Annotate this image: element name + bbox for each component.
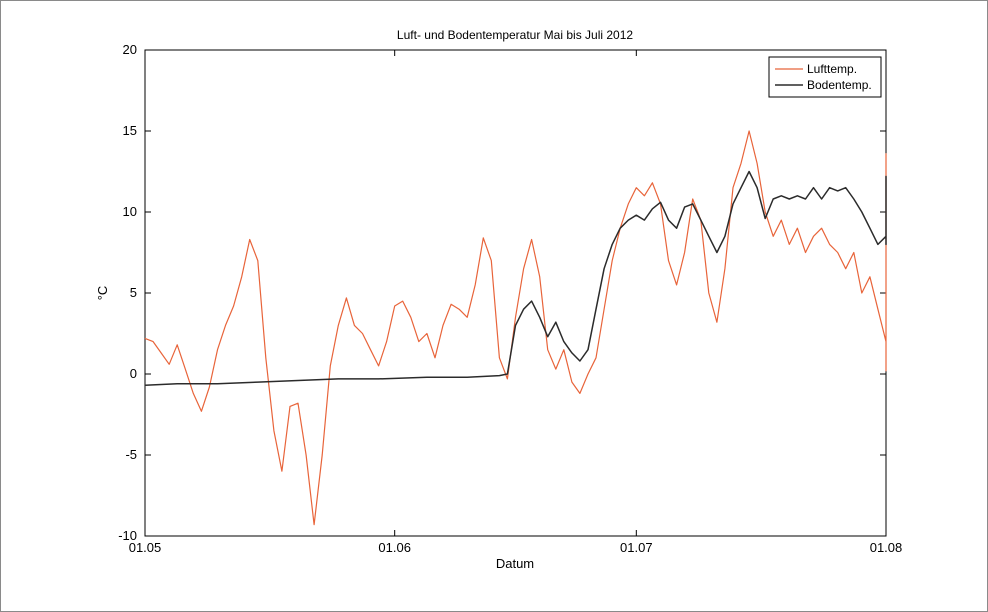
- x-tick-label: 01.06: [378, 540, 411, 555]
- y-tick-label: 10: [123, 204, 137, 219]
- y-tick-label: 5: [130, 285, 137, 300]
- legend-label: Lufttemp.: [807, 62, 857, 76]
- series-layer: [144, 130, 887, 526]
- x-tick-label: 01.08: [870, 540, 903, 555]
- series-line-lufttemp: [144, 130, 887, 526]
- y-tick-label: 15: [123, 123, 137, 138]
- legend-box: [768, 56, 882, 98]
- series-line-bodentemp: [144, 170, 887, 387]
- y-tick-label: -10: [118, 528, 137, 543]
- legend: Lufttemp. Bodentemp.: [768, 56, 882, 98]
- y-axis-label: °C: [95, 286, 110, 301]
- x-tick-label: 01.05: [129, 540, 162, 555]
- y-tick-label: 0: [130, 366, 137, 381]
- legend-label: Bodentemp.: [807, 78, 872, 92]
- y-tick-label: -5: [125, 447, 137, 462]
- x-axis-label: Datum: [496, 556, 534, 571]
- plot-area: [144, 49, 887, 537]
- y-axis: -10 -5 0 5 10 15 20: [118, 42, 886, 543]
- x-axis: 01.05 01.06 01.07 01.08: [129, 50, 903, 555]
- y-tick-label: 20: [123, 42, 137, 57]
- x-tick-label: 01.07: [620, 540, 653, 555]
- chart-title: Luft- und Bodentemperatur Mai bis Juli 2…: [397, 28, 633, 42]
